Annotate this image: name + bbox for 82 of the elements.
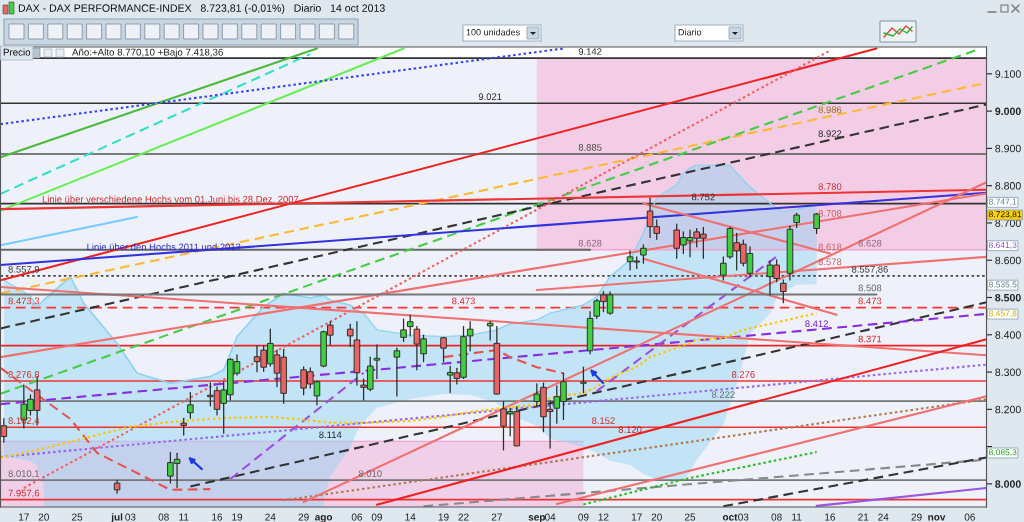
y-tick-label: 8.400	[995, 331, 1021, 339]
y-tick-label: 8.500	[995, 293, 1021, 302]
annotation: 8.114	[319, 431, 342, 439]
x-tick-label: oct	[722, 513, 738, 521]
y-tick-label: 8.300	[995, 368, 1021, 376]
x-tick-label: 04	[544, 513, 556, 521]
annotation: 8.628	[858, 239, 882, 247]
x-tick-label: 24	[878, 513, 889, 521]
annotation: 8.708	[818, 210, 842, 217]
x-tick-label: 22	[458, 513, 469, 521]
annotation: 8.986	[818, 106, 842, 114]
x-tick-label: 25	[72, 513, 83, 521]
x-tick-label: 03	[125, 513, 136, 521]
x-tick-label: 16	[212, 513, 223, 521]
annotation: 8.618	[818, 243, 842, 251]
annotation: 8.557,9	[8, 265, 40, 274]
y-tick-label: 8.800	[995, 182, 1021, 190]
x-tick-label: 25	[684, 513, 696, 521]
y2-tick-label: 8.457,8	[988, 310, 1017, 318]
annotation: 8.412	[805, 320, 828, 328]
annotation: 8.276,8	[8, 371, 40, 379]
x-tick-label: 08	[771, 513, 782, 521]
y-tick-label: 8.600	[995, 256, 1021, 265]
annotation: 7.957,6	[8, 489, 40, 498]
annotation: 8.371	[858, 335, 882, 343]
x-tick-label: 12	[598, 513, 609, 521]
text: 100 unidades	[466, 28, 520, 36]
x-tick-label: 09	[578, 513, 589, 521]
y2-tick-label: 8.085,3	[988, 449, 1017, 457]
annotation: 8.473,3	[8, 297, 40, 306]
x-tick-label: 27	[491, 513, 502, 521]
text: Diario	[678, 28, 702, 36]
x-tick-label: 17	[631, 513, 642, 521]
annotation: Linie über verschiedene Hochs vom 01.Juni bis 28.Dez. 2007	[42, 195, 299, 203]
x-tick-label: 19	[438, 513, 449, 521]
annotation: 9.142	[578, 48, 602, 55]
y-tick-label: 9.000	[995, 107, 1021, 116]
x-tick-label: 09	[371, 513, 382, 521]
annotation: 8.473	[452, 297, 475, 305]
x-tick-label: 19	[232, 513, 243, 521]
x-tick-label: 29	[911, 513, 922, 521]
x-tick-label: 14	[405, 513, 416, 521]
annotation: 8.152	[592, 417, 615, 424]
chart-title: DAX - DAX PERFORMANCE-INDEX 8.723,81 (-0,01%) Diario 14 oct 2013	[18, 4, 385, 14]
x-tick-label: nov	[928, 515, 946, 521]
y2-tick-label: 8.535,5	[988, 281, 1017, 289]
x-tick-label: 08	[158, 513, 169, 521]
x-tick-label: 16	[825, 513, 836, 521]
x-tick-label: 29	[298, 513, 309, 521]
annotation: Precio	[3, 48, 31, 56]
annotation: 8.508	[858, 284, 882, 292]
x-tick-label: sep	[528, 515, 546, 522]
x-tick-label: 03	[738, 513, 749, 521]
x-tick-label: 11	[792, 513, 802, 521]
annotation: Año:+Alto 8.770,10 +Bajo 7.418,36	[72, 48, 223, 58]
annotation: 8.222	[711, 391, 735, 398]
annotation: 8.557,86	[851, 265, 888, 274]
y-tick-label: 8.000	[995, 480, 1021, 488]
annotation: 8.473	[858, 297, 882, 305]
y-tick-label: 8.900	[995, 144, 1021, 153]
x-tick-label: 20	[38, 513, 49, 521]
annotation: 8.276	[731, 371, 755, 378]
x-tick-label: 24	[265, 513, 276, 521]
x-tick-label: 11	[179, 513, 189, 521]
x-tick-label: 17	[19, 513, 29, 521]
annotation: 8.780	[818, 183, 842, 190]
x-tick-label: 20	[651, 513, 662, 521]
annotation: 8.922	[818, 130, 842, 137]
y-tick-label: 9.100	[995, 70, 1021, 78]
y-tick-label: 8.200	[995, 405, 1021, 414]
x-tick-label: 06	[351, 513, 363, 521]
x-tick-label: jul	[111, 513, 123, 522]
annotation: 8.885	[578, 144, 602, 151]
annotation: 9.021	[478, 93, 502, 101]
annotation: 8.010,1	[8, 470, 40, 479]
annotation: 8.120	[618, 426, 642, 433]
x-tick-label: ago	[315, 515, 333, 522]
annotation: 8.628	[578, 239, 602, 247]
x-tick-label: 21	[858, 513, 869, 521]
x-tick-label: 06	[964, 513, 975, 521]
y2-tick-label: 8.747,1	[988, 198, 1017, 206]
y2-tick-label: 8.641,3	[988, 241, 1017, 249]
